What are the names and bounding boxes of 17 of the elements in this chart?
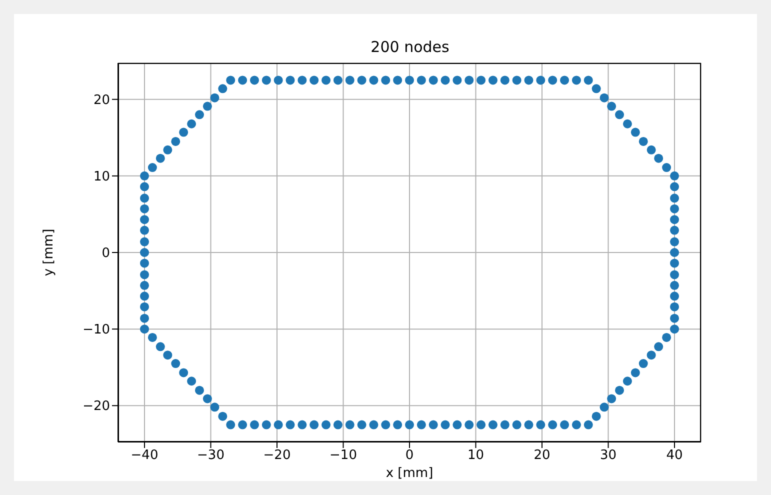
chart-title: 200 nodes — [370, 38, 450, 56]
y-tick-label: 10 — [93, 170, 110, 185]
y-tick-label: 20 — [93, 92, 110, 108]
x-tick-label: −30 — [197, 448, 224, 464]
x-tick-label: 0 — [405, 448, 414, 464]
x-tick-label: −40 — [130, 448, 158, 464]
x-axis-title: x [mm] — [386, 466, 434, 481]
x-tick-label: 30 — [600, 448, 617, 464]
y-tick-label: −10 — [82, 322, 110, 338]
x-tick-label: 10 — [467, 448, 484, 464]
x-tick-label: 20 — [534, 448, 550, 464]
x-tick-label: 40 — [666, 448, 683, 464]
y-tick-label: −20 — [82, 399, 110, 414]
y-axis-title: y [mm] — [42, 228, 57, 276]
x-tick-label: −20 — [263, 448, 291, 464]
x-tick-label: −10 — [330, 448, 357, 464]
y-tick-label: 0 — [102, 246, 110, 262]
